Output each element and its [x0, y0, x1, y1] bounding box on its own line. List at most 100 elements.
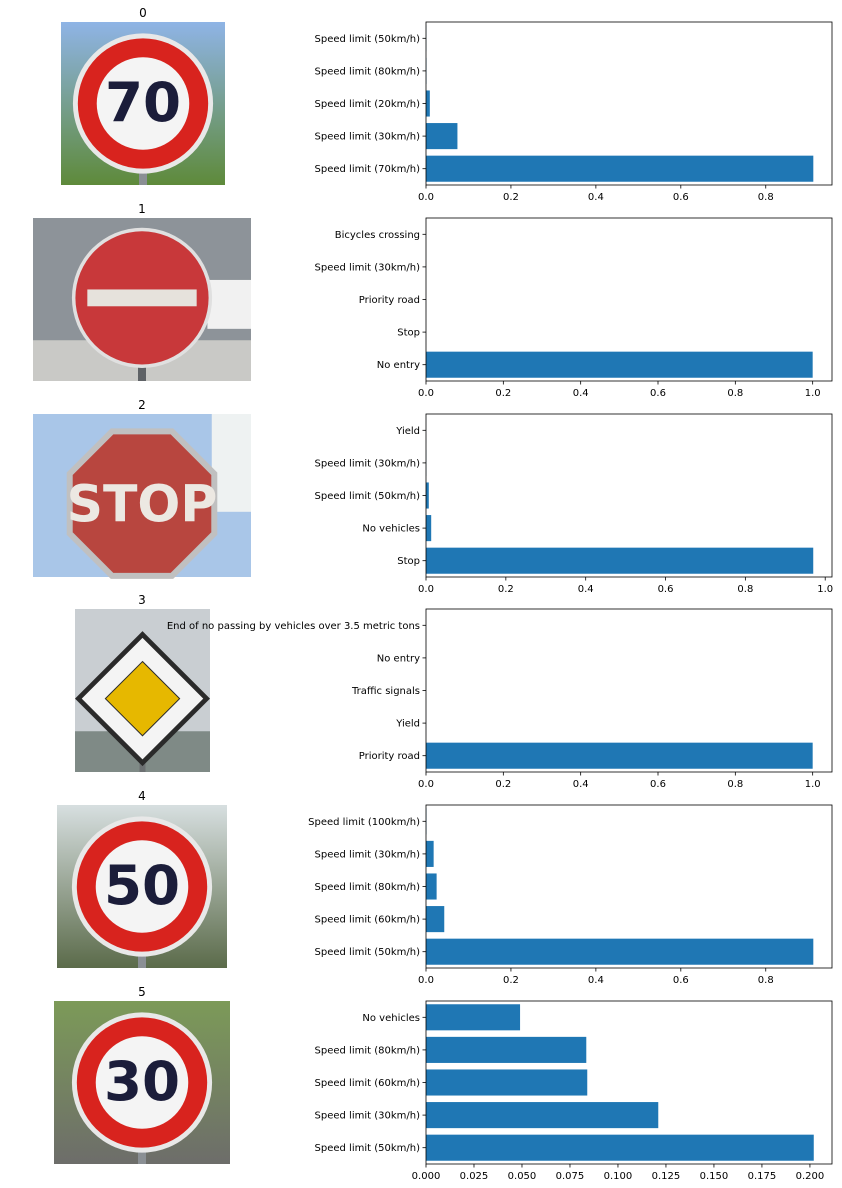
chart-0: 0 Speed limit (70km/h) Speed limit (30km/h… [139, 6, 833, 203]
sign-image-4: 50 [57, 805, 227, 968]
category-label: Speed limit (80km/h) [315, 1045, 421, 1056]
category-label: Speed limit (100km/h) [308, 817, 420, 828]
x-tick-label: 0.2 [498, 584, 514, 595]
category-label: Speed limit (80km/h) [315, 66, 421, 77]
x-tick-label: 0.8 [758, 975, 774, 986]
x-tick-label: 0.4 [573, 779, 589, 790]
category-label: Stop [397, 328, 420, 339]
bar [426, 482, 429, 509]
x-tick-label: 0.2 [495, 779, 511, 790]
sign-image-5: 30 [54, 1001, 230, 1164]
sign-white-center [95, 840, 189, 933]
x-tick-label: 0.0 [418, 388, 434, 399]
x-tick-label: 0.6 [650, 388, 666, 399]
x-tick-label: 0.0 [418, 584, 434, 595]
axes-frame [425, 413, 833, 578]
x-tick-label: 1.0 [805, 779, 821, 790]
x-tick-label: 0.0 [418, 192, 434, 203]
category-label: No entry [377, 653, 420, 664]
chart-title: 2 [138, 398, 146, 412]
x-tick-label: 1.0 [805, 388, 821, 399]
category-label: Bicycles crossing [335, 230, 420, 241]
sign-white-bar [87, 289, 197, 307]
x-tick-label: 0.025 [460, 1171, 489, 1182]
photo-van [207, 279, 251, 329]
bar [426, 90, 430, 117]
category-label: Speed limit (30km/h) [315, 262, 421, 273]
sign-white-center [96, 57, 190, 150]
category-label: Speed limit (20km/h) [315, 99, 421, 110]
chart-title: 0 [139, 6, 147, 20]
x-tick-label: 0.200 [796, 1171, 825, 1182]
bar [426, 155, 814, 182]
category-label: No vehicles [362, 1013, 420, 1024]
category-label: Speed limit (50km/h) [315, 947, 421, 958]
category-label: Speed limit (50km/h) [315, 491, 421, 502]
axes-frame [425, 21, 833, 186]
axes-frame [425, 804, 833, 969]
x-tick-label: 0.0 [418, 975, 434, 986]
chart-title: 3 [138, 593, 146, 607]
category-label: Speed limit (30km/h) [315, 132, 421, 143]
x-tick-label: 0.2 [503, 975, 519, 986]
bar [426, 906, 445, 933]
bar [426, 123, 458, 150]
axes-frame [425, 608, 833, 773]
x-tick-label: 0.6 [658, 584, 674, 595]
category-label: Priority road [359, 295, 420, 306]
bar [426, 1134, 814, 1161]
category-label: Stop [397, 556, 420, 567]
category-label: Speed limit (50km/h) [315, 1143, 421, 1154]
sign-pole [138, 360, 146, 381]
bar [426, 1069, 588, 1096]
sign-yellow-diamond [104, 660, 181, 737]
x-tick-label: 0.4 [588, 192, 604, 203]
bar [426, 938, 814, 965]
category-label: Speed limit (70km/h) [315, 164, 421, 175]
x-tick-label: 0.175 [748, 1171, 777, 1182]
category-label: Priority road [359, 751, 420, 762]
x-tick-label: 1.0 [817, 584, 833, 595]
sign-image-3 [75, 609, 210, 772]
bar [426, 1102, 659, 1129]
axes-frame [425, 217, 833, 382]
chart-title: 4 [138, 789, 146, 803]
sign-red-octagon [72, 434, 212, 573]
category-label: No entry [377, 360, 420, 371]
bar [426, 547, 814, 574]
category-label: Yield [395, 719, 420, 730]
bar [426, 1004, 521, 1031]
category-label: Speed limit (80km/h) [315, 882, 421, 893]
bar [426, 840, 434, 867]
x-tick-label: 0.8 [727, 388, 743, 399]
x-tick-label: 0.8 [727, 779, 743, 790]
category-label: Speed limit (60km/h) [315, 915, 421, 926]
bar [426, 873, 437, 900]
x-tick-label: 0.4 [578, 584, 594, 595]
category-label: Yield [395, 426, 420, 437]
x-tick-label: 0.050 [508, 1171, 537, 1182]
bar [426, 1036, 587, 1063]
photo-foliage [211, 414, 251, 512]
x-tick-label: 0.6 [673, 192, 689, 203]
chart-4: 4 Speed limit (50km/h) Speed limit (60km/h… [138, 789, 833, 986]
bar [426, 742, 813, 769]
chart-5: 5 Speed limit (50km/h) Speed limit (30km/h… [138, 985, 833, 1182]
x-tick-label: 0.6 [650, 779, 666, 790]
category-label: Speed limit (30km/h) [315, 849, 421, 860]
sign-white-center [95, 1036, 189, 1129]
category-label: Speed limit (30km/h) [315, 458, 421, 469]
x-tick-label: 0.150 [700, 1171, 729, 1182]
chart-3: 3 Priority road Yield Traffic signals No ent… [138, 593, 833, 790]
bar [426, 515, 432, 542]
category-label: Traffic signals [351, 686, 420, 697]
chart-1: 1 No entry Stop Priority road Speed limit (3… [138, 202, 833, 399]
sign-image-1 [33, 218, 251, 381]
x-tick-label: 0.8 [737, 584, 753, 595]
x-tick-label: 0.2 [495, 388, 511, 399]
x-tick-label: 0.0 [418, 779, 434, 790]
sign-image-2: STOP [33, 414, 251, 579]
x-tick-label: 0.4 [573, 388, 589, 399]
x-tick-label: 0.8 [758, 192, 774, 203]
